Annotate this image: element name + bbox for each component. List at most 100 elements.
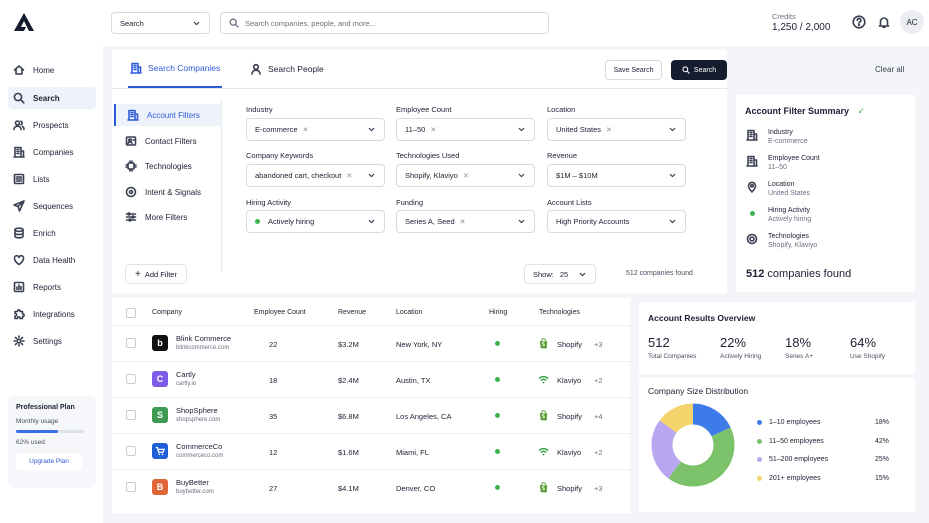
filter-summary-card: Account Filter Summary ✓ Industry E-comme… xyxy=(736,95,915,292)
save-search-button[interactable]: Save Search xyxy=(605,60,662,80)
column-header[interactable]: Employee Count xyxy=(254,309,306,316)
table-row[interactable]: CommerceCo commerceco.com 12 $1.6M Miami, FL… xyxy=(112,433,630,469)
chevron-down-icon xyxy=(518,127,525,132)
more-technologies-count[interactable]: +4 xyxy=(594,412,603,421)
company-logo-letter: b xyxy=(157,338,163,348)
remove-chip-icon[interactable]: ✕ xyxy=(302,126,309,134)
company-domain: shopsphere.com xyxy=(176,417,221,423)
column-header[interactable]: Company xyxy=(152,309,182,316)
sidebar-item-home[interactable]: Home xyxy=(8,59,96,81)
keywords-chip: abandoned cart, checkout xyxy=(255,171,342,180)
tab-search-companies[interactable]: Search Companies xyxy=(128,50,223,88)
remove-chip-icon[interactable]: ✕ xyxy=(462,172,469,180)
donut-slice[interactable] xyxy=(651,403,735,487)
more-technologies-count[interactable]: +2 xyxy=(594,376,603,385)
tab-search-people[interactable]: Search People xyxy=(250,50,324,88)
upgrade-plan-button[interactable]: Upgrade Plan xyxy=(16,453,82,470)
more-technologies-count[interactable]: +2 xyxy=(594,448,603,457)
company-name[interactable]: ShopSphere xyxy=(176,406,218,415)
table-row[interactable]: S ShopSphere shopsphere.com 35 $6.8M Los Ange… xyxy=(112,397,630,433)
employee-count: 12 xyxy=(269,448,278,457)
size-distribution-card: Company Size Distribution 1–10 employees… xyxy=(639,378,915,512)
remove-chip-icon[interactable]: ✕ xyxy=(430,126,437,134)
remove-chip-icon[interactable]: ✕ xyxy=(346,172,353,180)
filter-tab-more[interactable]: More Filters xyxy=(114,206,221,228)
remove-chip-icon[interactable]: ✕ xyxy=(606,126,612,134)
filter-tab-account[interactable]: Account Filters xyxy=(114,104,221,126)
donut-slice[interactable] xyxy=(651,403,735,487)
sidebar-item-reports[interactable]: Reports xyxy=(8,276,96,298)
add-filter-button[interactable]: + Add Filter xyxy=(125,264,187,284)
revenue-select[interactable]: $1M – $10M xyxy=(547,164,686,187)
table-row[interactable]: b Blink Commerce blinkcommerce.com 22 $3.2M N… xyxy=(112,325,630,361)
row-checkbox[interactable] xyxy=(126,446,136,456)
sidebar-item-prospects[interactable]: Prospects xyxy=(8,114,96,136)
sidebar-item-settings[interactable]: Settings xyxy=(8,330,96,352)
table-row[interactable]: C Cartly cartly.io 18 $2.4M Austin, TX Klaviyo… xyxy=(112,361,630,397)
row-checkbox[interactable] xyxy=(126,410,136,420)
user-avatar[interactable]: AC xyxy=(900,10,924,34)
column-header[interactable]: Location xyxy=(396,309,423,316)
clear-all-button[interactable]: Clear all xyxy=(875,65,905,74)
technologies-select[interactable]: Shopify, Klaviyo ✕ xyxy=(396,164,535,187)
filter-tab-intent[interactable]: Intent & Signals xyxy=(114,181,221,203)
funding-select[interactable]: Series A, Seed ✕ xyxy=(396,210,535,233)
more-technologies-count[interactable]: +3 xyxy=(594,340,603,349)
row-checkbox[interactable] xyxy=(126,338,136,348)
remove-chip-icon[interactable]: ✕ xyxy=(459,218,466,226)
company-name[interactable]: Cartly xyxy=(176,370,196,379)
revenue: $4.1M xyxy=(338,484,359,493)
company-name[interactable]: BuyBetter xyxy=(176,478,209,487)
summary-total: 512 companies found xyxy=(746,268,851,280)
sidebar-item-label: Sequences xyxy=(33,201,74,211)
location-select[interactable]: United States ✕ xyxy=(547,118,686,141)
column-header[interactable]: Revenue xyxy=(338,309,367,316)
search-type-dropdown[interactable]: Search xyxy=(111,12,210,34)
location: Los Angeles, CA xyxy=(396,412,452,421)
keywords-select[interactable]: abandoned cart, checkout ✕ xyxy=(246,164,385,187)
sidebar-item-companies[interactable]: Companies xyxy=(8,141,96,163)
hiring-select[interactable]: Actively hiring xyxy=(246,210,385,233)
sidebar-item-integrations[interactable]: Integrations xyxy=(8,303,96,325)
check-icon: ✓ xyxy=(857,106,866,116)
sidebar-item-enrich[interactable]: Enrich xyxy=(8,222,96,244)
donut-slice[interactable] xyxy=(651,403,735,487)
bell-icon[interactable] xyxy=(877,15,891,29)
search-button[interactable]: Search xyxy=(671,60,727,80)
company-domain: cartly.io xyxy=(176,381,197,387)
account-lists-select[interactable]: High Priority Accounts xyxy=(547,210,686,233)
select-all-checkbox[interactable] xyxy=(126,308,136,318)
sliders-icon xyxy=(125,212,137,222)
filter-tab-technologies[interactable]: Technologies xyxy=(114,155,221,177)
app-logo-icon[interactable] xyxy=(13,12,35,32)
sidebar-item-search[interactable]: Search xyxy=(8,87,96,109)
table-row[interactable]: B BuyBetter buybetter.com 27 $4.1M Denver, CO… xyxy=(112,469,630,505)
employee-count-chip: 11–50 xyxy=(405,125,426,134)
search-icon xyxy=(13,92,25,104)
revenue: $6.8M xyxy=(338,412,359,421)
company-name[interactable]: CommerceCo xyxy=(176,442,223,451)
chevron-down-icon xyxy=(669,173,676,178)
sidebar-item-sequences[interactable]: Sequences xyxy=(8,195,96,217)
page-size-select[interactable]: Show: 25 xyxy=(524,264,596,284)
global-search-input[interactable]: Search companies, people, and more... xyxy=(220,12,549,34)
column-header[interactable]: Hiring xyxy=(489,309,508,316)
location: Miami, FL xyxy=(396,448,429,457)
column-header[interactable]: Technologies xyxy=(539,309,580,316)
more-technologies-count[interactable]: +3 xyxy=(594,484,603,493)
help-icon[interactable] xyxy=(852,15,866,29)
summary-value: E-commerce xyxy=(768,138,808,145)
employee-count-select[interactable]: 11–50 ✕ xyxy=(396,118,535,141)
sidebar-item-data-health[interactable]: Data Health xyxy=(8,249,96,271)
hiring-label: Hiring Activity xyxy=(246,198,292,207)
shopify-icon xyxy=(539,482,548,493)
company-name[interactable]: Blink Commerce xyxy=(176,334,232,343)
row-checkbox[interactable] xyxy=(126,374,136,384)
tab-label: Search Companies xyxy=(148,63,221,73)
filter-tab-contact[interactable]: Contact Filters xyxy=(114,130,221,152)
building-icon xyxy=(746,129,758,141)
add-filter-label: Add Filter xyxy=(144,269,177,279)
row-checkbox[interactable] xyxy=(126,482,136,492)
industry-select[interactable]: E-commerce ✕ xyxy=(246,118,385,141)
sidebar-item-lists[interactable]: Lists xyxy=(8,168,96,190)
